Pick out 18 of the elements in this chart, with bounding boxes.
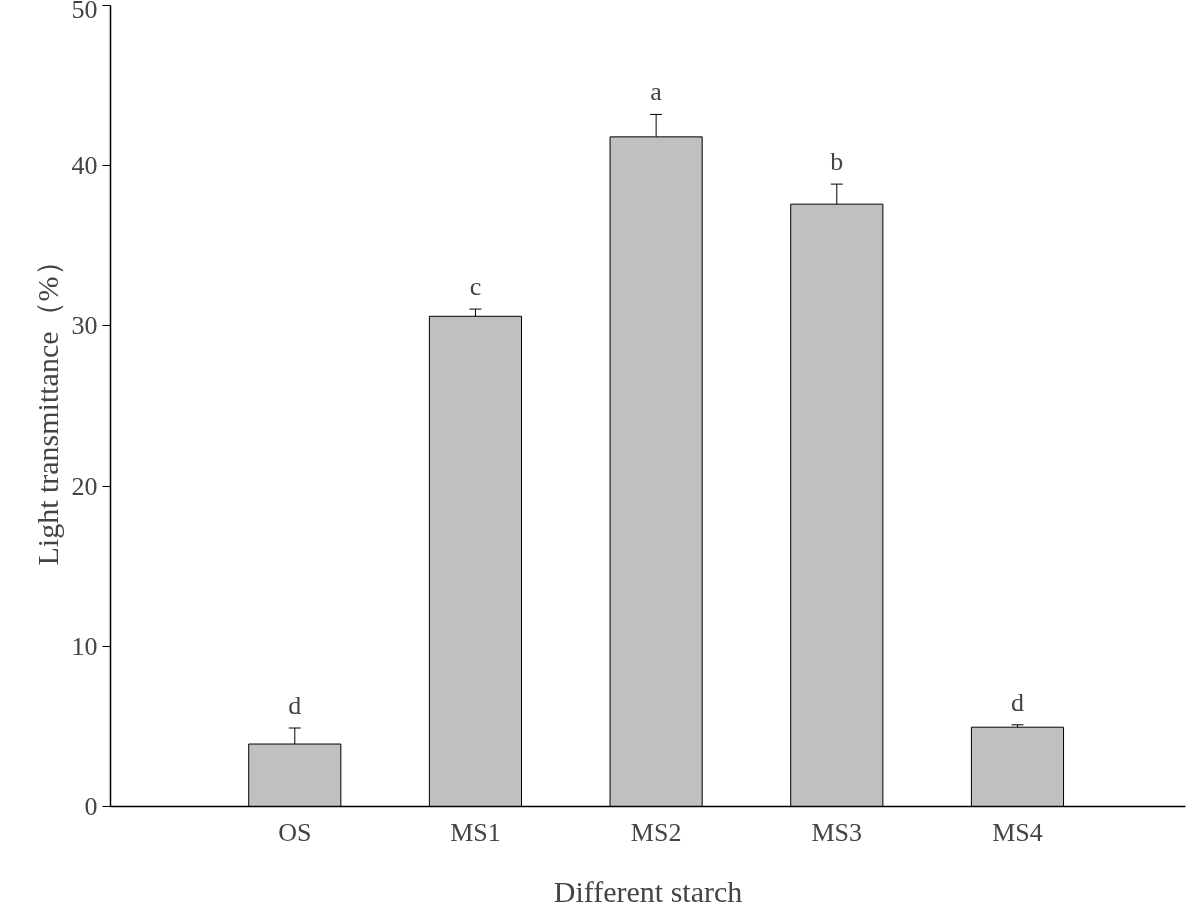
x-tick-label: MS4	[992, 817, 1043, 847]
annotation: d	[1010, 687, 1024, 717]
y-tick-label: 30	[71, 311, 98, 341]
annotation: d	[288, 691, 302, 720]
y-tick-label: 20	[71, 471, 98, 501]
annotation: c	[469, 272, 482, 302]
annotation: b	[830, 147, 844, 177]
annotation: a	[650, 77, 663, 107]
x-axis-title: Different starch	[553, 874, 743, 908]
y-tick-label: 10	[71, 631, 98, 661]
y-tick-label: 40	[71, 151, 98, 181]
x-tick-label: MS3	[811, 817, 863, 847]
y-tick-label: 0	[84, 792, 98, 821]
x-tick-label: MS1	[450, 817, 501, 847]
y-tick-label: 50	[71, 0, 98, 24]
x-tick-label: MS2	[630, 817, 682, 847]
y-axis-title: Light transmittance（%）	[30, 246, 64, 566]
x-tick-label: OS	[278, 817, 312, 847]
